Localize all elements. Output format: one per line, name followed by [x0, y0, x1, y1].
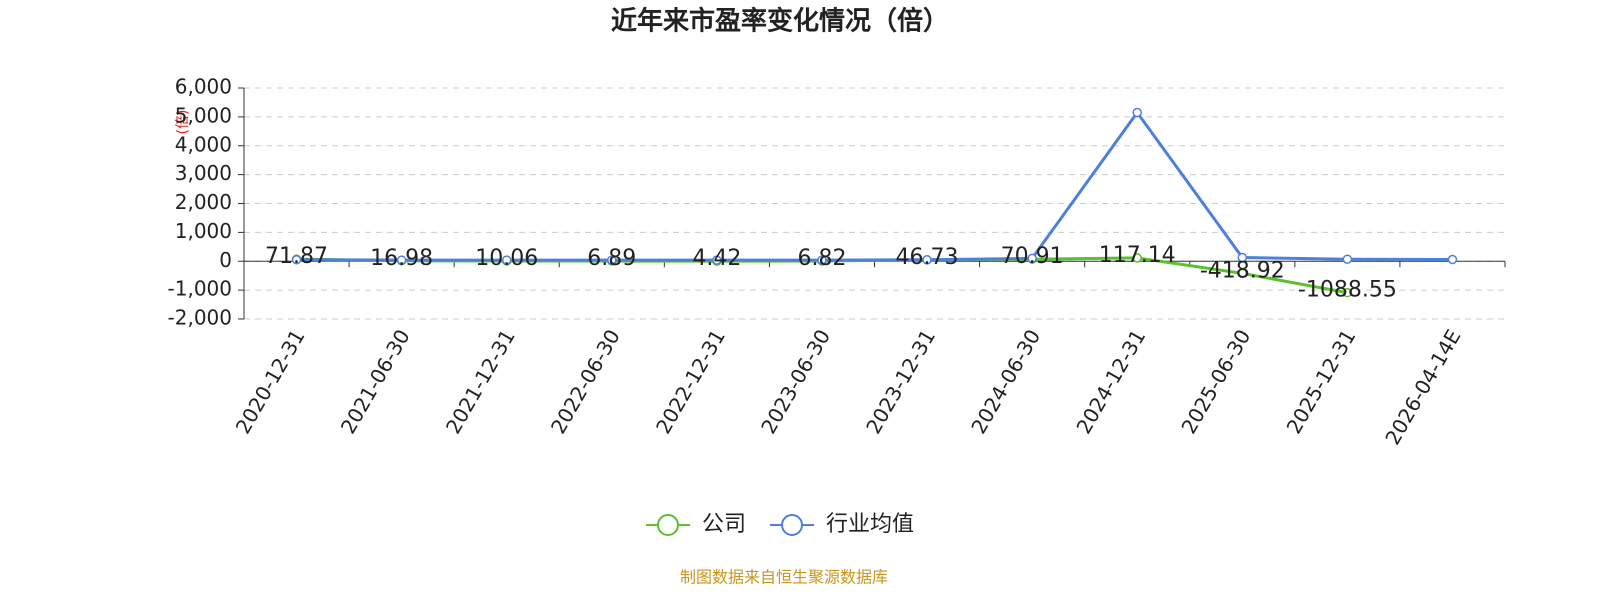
data-point [501, 255, 512, 265]
y-tick-label: 2,000 [175, 190, 232, 214]
data-point [922, 255, 932, 265]
data-point [1132, 253, 1142, 263]
data-label: 4.42 [692, 246, 741, 271]
data-label: 71.87 [265, 244, 328, 269]
y-tick-label: 6,000 [175, 75, 232, 99]
legend-label: 行业均值 [826, 512, 914, 537]
x-tick-label: 2024-12-31 [1071, 325, 1150, 438]
data-label: -1088.55 [1298, 278, 1397, 303]
data-point [1447, 254, 1458, 265]
data-point [1132, 107, 1142, 118]
data-point [1027, 253, 1037, 264]
legend-marker [657, 514, 679, 536]
data-point [1342, 254, 1353, 264]
x-tick-label: 2021-06-30 [336, 325, 415, 438]
legend-item: 行业均值 [770, 512, 914, 537]
data-label: 6.89 [587, 246, 636, 271]
data-label: 6.82 [797, 246, 846, 271]
data-point [1237, 268, 1248, 279]
legend-marker [781, 514, 804, 536]
x-tick-label: 2023-06-30 [756, 325, 835, 438]
y-tick-label: 3,000 [175, 161, 232, 185]
data-point [712, 255, 722, 265]
x-tick-label: 2024-06-30 [966, 325, 1045, 438]
y-tick-label: 0 [219, 248, 232, 272]
x-tick-label: 2020-12-31 [231, 325, 310, 438]
data-label: 46.73 [896, 245, 959, 270]
x-tick-label: 2021-12-31 [441, 325, 520, 438]
y-tick-label: 1,000 [175, 219, 232, 243]
legend-label: 公司 [702, 512, 746, 537]
x-tick-label: 2022-12-31 [651, 325, 730, 438]
x-tick-label: 2023-12-31 [861, 325, 940, 438]
data-label: 10.06 [475, 246, 538, 271]
x-tick-label: 2026-04-14E [1380, 325, 1465, 449]
data-point [291, 255, 302, 265]
data-point [817, 255, 827, 265]
y-tick-label: -1,000 [168, 277, 232, 301]
legend-item: 公司 [646, 512, 746, 537]
x-tick-label: 2025-12-31 [1282, 325, 1361, 438]
series-line [296, 109, 1453, 262]
y-tick-label: -2,000 [168, 306, 232, 330]
x-tick-label: 2022-06-30 [546, 325, 625, 438]
chart-title: 近年来市盈率变化情况（倍） [611, 6, 949, 37]
footer: 制图数据来自恒生聚源数据库 [680, 568, 888, 587]
x-tick-label: 2025-06-30 [1176, 325, 1255, 438]
data-point [396, 255, 407, 265]
data-label: 16.98 [370, 246, 433, 271]
y-axis-label: (倍) [175, 110, 191, 135]
data-label: 70.91 [1001, 244, 1064, 269]
data-point [1342, 287, 1353, 298]
data-label: 117.14 [1099, 243, 1176, 268]
y-tick-label: 4,000 [175, 132, 232, 156]
y-tick-label: 5,000 [175, 103, 232, 127]
data-label: -418.92 [1200, 258, 1285, 283]
data-point [1237, 252, 1248, 263]
data-point [607, 255, 617, 265]
